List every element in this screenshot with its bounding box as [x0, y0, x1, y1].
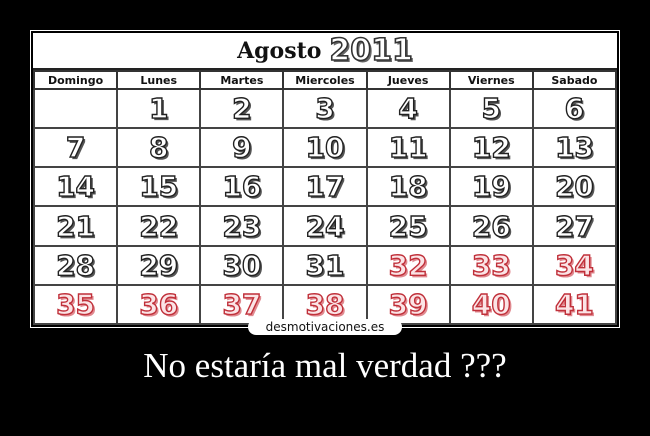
day-cell: 37	[199, 283, 285, 326]
day-cell: 23	[199, 205, 285, 247]
day-cell: 8	[116, 127, 202, 169]
day-cell: 9	[199, 127, 285, 169]
day-cell: 7	[32, 127, 119, 169]
calendar-title: Agosto 2011	[33, 32, 617, 70]
calendar-grid: Domingo Lunes Martes Miercoles Jueves Viernes…	[32, 70, 618, 326]
day-cell: 11	[365, 127, 451, 169]
day-cell: 32	[365, 244, 451, 286]
calendar-week-row: 7 8 9 10 11 12 13	[32, 127, 618, 169]
year-label: 2011	[329, 32, 414, 69]
day-cell: 19	[448, 166, 534, 208]
calendar-week-row: 21 22 23 24 25 26 27	[32, 205, 618, 247]
day-cell: 34	[531, 244, 618, 286]
day-cell: 2	[199, 87, 285, 130]
day-cell: 24	[282, 205, 368, 247]
day-cell: 41	[531, 283, 618, 326]
day-cell: 35	[32, 283, 119, 326]
day-cell: 16	[199, 166, 285, 208]
day-cell: 1	[116, 87, 202, 130]
watermark: desmotivaciones.es	[248, 319, 402, 335]
day-cell: 40	[448, 283, 534, 326]
day-cell: 31	[282, 244, 368, 286]
day-cell: 20	[531, 166, 618, 208]
day-cell: 36	[116, 283, 202, 326]
day-cell: 22	[116, 205, 202, 247]
weekday-header: Sabado	[531, 70, 618, 90]
weekday-header: Viernes	[448, 70, 534, 90]
day-cell: 33	[448, 244, 534, 286]
day-cell: 27	[531, 205, 618, 247]
calendar-image: Agosto 2011 Domingo Lunes Martes Miercoles J…	[32, 32, 618, 326]
day-cell: 15	[116, 166, 202, 208]
day-cell: 4	[365, 87, 451, 130]
weekday-header: Miercoles	[282, 70, 368, 90]
weekday-header: Jueves	[365, 70, 451, 90]
day-cell: 39	[365, 283, 451, 326]
day-cell: 6	[531, 87, 618, 130]
calendar-week-row: 35 36 37 38 39 40 41	[32, 283, 618, 326]
day-cell	[32, 87, 119, 130]
weekday-header: Martes	[199, 70, 285, 90]
day-cell: 12	[448, 127, 534, 169]
month-label: Agosto	[237, 37, 322, 64]
day-cell: 29	[116, 244, 202, 286]
day-cell: 25	[365, 205, 451, 247]
day-cell: 26	[448, 205, 534, 247]
day-cell: 21	[32, 205, 119, 247]
day-cell: 38	[282, 283, 368, 326]
day-cell: 3	[282, 87, 368, 130]
day-cell: 18	[365, 166, 451, 208]
day-cell: 17	[282, 166, 368, 208]
day-cell: 5	[448, 87, 534, 130]
day-cell: 10	[282, 127, 368, 169]
day-cell: 28	[32, 244, 119, 286]
day-cell: 30	[199, 244, 285, 286]
caption: No estaría mal verdad ???	[143, 346, 507, 385]
weekday-header: Lunes	[116, 70, 202, 90]
calendar-week-row: 28 29 30 31 32 33 34	[32, 244, 618, 286]
day-cell: 13	[531, 127, 618, 169]
day-cell: 14	[32, 166, 119, 208]
weekday-header: Domingo	[32, 70, 119, 90]
calendar-week-row: 14 15 16 17 18 19 20	[32, 166, 618, 208]
